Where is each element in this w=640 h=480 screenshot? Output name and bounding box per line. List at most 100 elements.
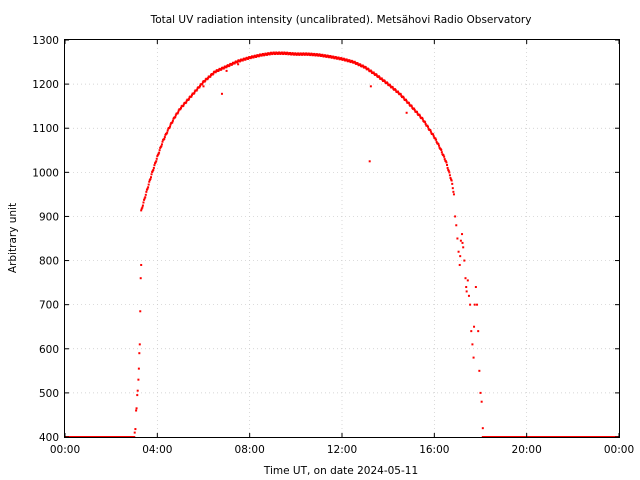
curve-point xyxy=(160,143,163,146)
curve-point xyxy=(142,201,145,204)
curve-point xyxy=(447,168,450,171)
curve-point xyxy=(151,170,154,173)
evening-point xyxy=(473,325,476,328)
axis-ticks xyxy=(64,39,620,438)
rise-point xyxy=(136,394,139,397)
curve-point xyxy=(252,56,255,59)
curve-point xyxy=(440,151,443,154)
evening-point xyxy=(456,237,459,240)
curve-point xyxy=(343,58,346,61)
curve-point xyxy=(416,111,419,114)
chart-title: Total UV radiation intensity (uncalibrat… xyxy=(150,14,532,26)
curve-point xyxy=(434,137,437,140)
outlier-point xyxy=(220,92,223,95)
evening-point xyxy=(476,303,479,306)
evening-point xyxy=(474,286,477,289)
y-tick-label: 1000 xyxy=(32,167,59,179)
y-axis-label: Arbitrary unit xyxy=(7,203,19,273)
outlier-point xyxy=(225,69,228,72)
rise-point xyxy=(140,263,143,266)
curve-point xyxy=(383,79,386,82)
curve-point xyxy=(447,169,450,172)
curve-point xyxy=(365,67,368,70)
curve-point xyxy=(332,55,335,58)
curve-point xyxy=(247,57,250,60)
y-tick-label: 1100 xyxy=(32,123,59,135)
curve-point xyxy=(432,135,435,138)
curve-point xyxy=(319,53,322,56)
curve-point xyxy=(399,93,402,96)
curve-point xyxy=(439,147,442,150)
curve-point xyxy=(210,74,212,77)
curve-point xyxy=(152,168,155,171)
curve-point xyxy=(443,155,446,158)
evening-point xyxy=(467,294,470,297)
curve-point xyxy=(444,160,447,163)
curve-point xyxy=(451,187,454,190)
curve-point xyxy=(424,121,427,124)
curve-point xyxy=(144,193,147,196)
rise-point xyxy=(137,367,140,370)
curve-point xyxy=(209,75,212,78)
curve-point xyxy=(204,79,207,82)
curve-point xyxy=(196,88,199,91)
curve-point xyxy=(179,108,182,111)
curve-point xyxy=(166,131,169,134)
x-tick-label: 04:00 xyxy=(142,444,172,456)
curve-point xyxy=(429,129,432,132)
curve-point xyxy=(212,72,215,75)
curve-point xyxy=(176,112,179,115)
evening-point xyxy=(464,277,467,280)
curve-point xyxy=(405,98,408,101)
evening-point xyxy=(472,356,475,359)
curve-point xyxy=(450,179,453,182)
curve-point xyxy=(161,140,164,143)
curve-point xyxy=(147,183,150,186)
evening-point xyxy=(465,290,468,293)
curve-point xyxy=(156,155,159,158)
curve-point xyxy=(155,160,158,163)
evening-point xyxy=(458,263,461,266)
curve-point xyxy=(283,51,286,54)
curve-point xyxy=(177,109,180,112)
curve-point xyxy=(367,68,370,71)
curve-point xyxy=(450,178,453,181)
curve-point xyxy=(370,70,373,73)
curve-point xyxy=(429,130,432,133)
curve-point xyxy=(443,158,446,161)
curve-point xyxy=(448,171,451,174)
curve-point xyxy=(340,57,343,60)
curve-point xyxy=(182,104,185,107)
curve-point xyxy=(158,151,161,154)
curve-point xyxy=(157,153,160,156)
curve-point xyxy=(220,68,223,71)
y-tick-label: 1200 xyxy=(32,79,59,91)
curve-point xyxy=(335,56,338,59)
curve-point xyxy=(372,71,375,74)
curve-point xyxy=(432,133,435,136)
evening-point xyxy=(477,330,480,333)
evening-point xyxy=(481,427,484,430)
curve-point xyxy=(410,104,413,107)
evening-point xyxy=(461,233,464,236)
curve-point xyxy=(418,114,421,117)
rise-point xyxy=(135,407,138,410)
curve-point xyxy=(373,72,376,75)
curve-point xyxy=(163,136,166,139)
curve-point xyxy=(351,60,354,63)
x-tick-label: 08:00 xyxy=(235,444,265,456)
rise-point xyxy=(133,431,136,434)
curve-point xyxy=(452,190,455,193)
curve-point xyxy=(166,129,169,132)
rise-point xyxy=(138,343,141,346)
curve-point xyxy=(364,66,367,69)
curve-point xyxy=(169,125,172,128)
evening-point xyxy=(479,391,482,394)
curve-point xyxy=(421,116,424,119)
curve-point xyxy=(327,55,330,58)
curve-point xyxy=(199,84,202,87)
curve-point xyxy=(141,206,144,209)
curve-point xyxy=(158,149,161,152)
curve-point xyxy=(152,166,155,169)
